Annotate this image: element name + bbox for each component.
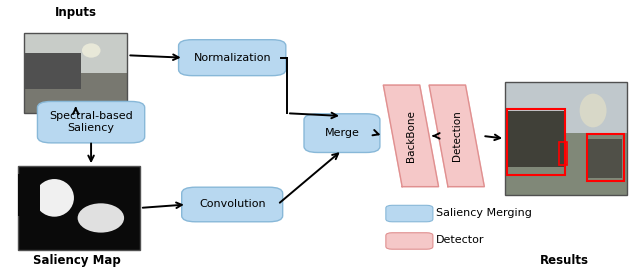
Text: Inputs: Inputs bbox=[54, 6, 97, 19]
Text: Results: Results bbox=[540, 254, 589, 267]
Bar bbox=[508, 109, 565, 175]
Bar bbox=[24, 53, 81, 89]
Bar bbox=[18, 166, 140, 250]
Text: BackBone: BackBone bbox=[406, 110, 416, 162]
Text: Normalization: Normalization bbox=[193, 53, 271, 63]
Text: Spectral-based
Saliency: Spectral-based Saliency bbox=[49, 111, 133, 133]
Bar bbox=[24, 33, 127, 73]
FancyBboxPatch shape bbox=[304, 114, 380, 153]
Bar bbox=[505, 82, 627, 133]
Text: Detector: Detector bbox=[436, 235, 484, 245]
Text: Detection: Detection bbox=[452, 111, 461, 161]
Text: Saliency Map: Saliency Map bbox=[33, 254, 121, 267]
Bar bbox=[588, 139, 623, 178]
FancyBboxPatch shape bbox=[179, 40, 286, 76]
Bar bbox=[587, 134, 623, 181]
Polygon shape bbox=[383, 85, 438, 187]
Ellipse shape bbox=[35, 179, 74, 217]
Text: Convolution: Convolution bbox=[199, 199, 266, 209]
Bar bbox=[505, 82, 627, 195]
Bar bbox=[18, 174, 40, 216]
FancyBboxPatch shape bbox=[38, 101, 145, 143]
Text: Saliency Merging: Saliency Merging bbox=[436, 208, 532, 218]
Ellipse shape bbox=[82, 43, 100, 58]
Bar bbox=[505, 133, 627, 195]
Bar bbox=[24, 33, 127, 113]
FancyBboxPatch shape bbox=[182, 187, 283, 222]
Bar bbox=[559, 142, 568, 165]
Polygon shape bbox=[429, 85, 484, 187]
FancyBboxPatch shape bbox=[386, 233, 433, 249]
Bar bbox=[24, 73, 127, 113]
Ellipse shape bbox=[77, 203, 124, 233]
FancyBboxPatch shape bbox=[386, 205, 433, 222]
Bar bbox=[505, 111, 564, 167]
Text: Merge: Merge bbox=[324, 128, 360, 138]
Ellipse shape bbox=[580, 94, 607, 127]
